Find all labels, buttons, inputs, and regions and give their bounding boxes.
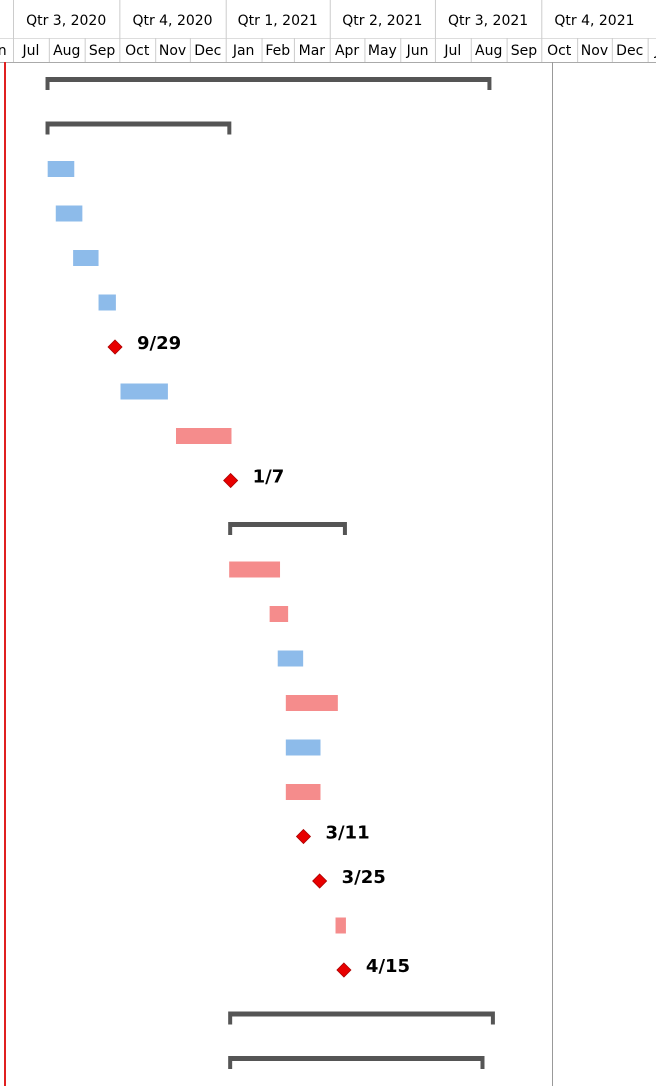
summary-end-cap (228, 1056, 233, 1069)
month-label: Jul (443, 43, 461, 59)
milestone-label: 9/29 (137, 333, 181, 354)
task-bar (120, 383, 168, 400)
quarter-label: Qtr 4, 2020 (132, 13, 212, 29)
summary-bar (46, 77, 491, 82)
month-label: Aug (475, 43, 502, 59)
task-bar (175, 428, 232, 444)
summary-bar (229, 522, 346, 527)
summary-end-cap (490, 1011, 495, 1025)
task-bar (229, 561, 281, 578)
summary-bar (229, 1056, 484, 1061)
milestone (312, 873, 328, 889)
month-label: Jun (0, 43, 7, 59)
month-label: Aug (53, 43, 80, 59)
quarter-label: Qtr 1, 2021 (238, 13, 318, 29)
task-bar (269, 606, 289, 622)
month-label: Apr (335, 43, 359, 59)
task-bar (277, 650, 304, 667)
task-bar (285, 784, 321, 800)
month-label: Jun (406, 43, 429, 59)
month-label: Oct (125, 43, 150, 59)
summary-end-cap (227, 121, 232, 135)
milestone-label: 4/15 (366, 956, 410, 977)
summary-bar (46, 121, 231, 127)
month-label: Jul (21, 43, 39, 59)
summary-end-cap (228, 1011, 233, 1025)
milestone-label: 3/11 (325, 823, 369, 844)
task-bar (55, 205, 83, 222)
task-bar (73, 250, 99, 266)
month-label: May (368, 43, 397, 59)
milestone (223, 472, 239, 489)
task-bar (335, 917, 346, 934)
quarter-label: Qtr 4, 2021 (554, 13, 634, 29)
summary-end-cap (480, 1056, 485, 1069)
summary-end-cap (45, 121, 50, 135)
month-label: Jan (232, 43, 255, 59)
quarter-label: Qtr 2, 2021 (342, 13, 422, 29)
summary-end-cap (487, 77, 492, 90)
milestone-label: 1/7 (253, 467, 285, 488)
month-label: Sep (89, 43, 116, 59)
summary-end-cap (342, 522, 347, 535)
task-bar (47, 161, 75, 177)
month-label: Dec (194, 43, 221, 59)
milestone (107, 339, 123, 355)
quarter-label: Qtr 3, 2021 (448, 13, 528, 29)
month-label: Mar (299, 43, 326, 59)
month-label: Nov (159, 43, 186, 59)
month-label: Sep (511, 43, 538, 59)
quarter-label: Qtr 3, 2020 (26, 13, 106, 29)
summary-end-cap (45, 77, 50, 90)
task-bar (285, 739, 321, 756)
month-label: Feb (265, 43, 290, 59)
month-label: Jan (654, 43, 656, 59)
month-label: Nov (581, 43, 608, 59)
month-label: Oct (547, 43, 572, 59)
milestone-label: 3/25 (342, 867, 386, 888)
milestone (295, 828, 312, 845)
summary-bar (229, 1011, 494, 1017)
month-label: Dec (616, 43, 643, 59)
summary-end-cap (228, 522, 233, 535)
milestone (336, 962, 352, 978)
task-bar (285, 695, 338, 711)
task-bar (98, 294, 116, 311)
